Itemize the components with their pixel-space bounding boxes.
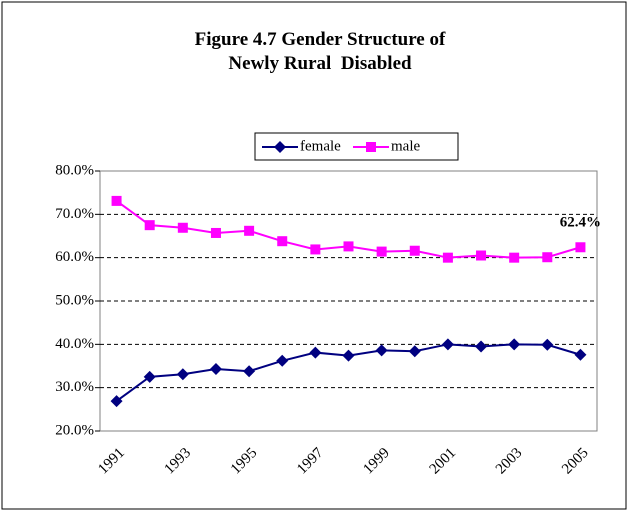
- marker: [508, 338, 521, 351]
- marker: [441, 338, 454, 351]
- y-tick-label: 40.0%: [55, 336, 94, 352]
- marker: [542, 252, 553, 263]
- marker: [509, 252, 520, 263]
- marker: [276, 354, 289, 367]
- y-tick-label: 20.0%: [55, 422, 94, 438]
- legend-label: male: [391, 138, 420, 154]
- marker: [144, 220, 155, 231]
- y-tick-label: 80.0%: [55, 162, 94, 178]
- marker: [575, 242, 586, 253]
- marker: [209, 363, 222, 376]
- marker: [243, 365, 256, 378]
- data-label: 62.4%: [560, 215, 601, 231]
- marker: [176, 368, 189, 381]
- marker: [376, 246, 387, 257]
- marker: [409, 245, 420, 256]
- y-tick-label: 60.0%: [55, 249, 94, 265]
- marker: [277, 236, 288, 247]
- marker: [111, 195, 122, 206]
- legend-marker: [274, 141, 286, 153]
- marker: [541, 338, 554, 351]
- y-tick-label: 50.0%: [55, 292, 94, 308]
- marker: [574, 348, 587, 361]
- y-tick-label: 30.0%: [55, 379, 94, 395]
- marker: [343, 241, 354, 252]
- legend-label: female: [300, 138, 341, 154]
- marker: [309, 346, 322, 359]
- marker: [310, 244, 321, 255]
- marker: [177, 222, 188, 233]
- marker: [210, 227, 221, 238]
- chart-title: Figure 4.7 Gender Structure of Newly Rur…: [194, 29, 451, 74]
- marker: [375, 344, 388, 357]
- marker: [244, 225, 255, 236]
- marker: [143, 370, 156, 383]
- marker: [476, 250, 487, 261]
- legend-marker: [366, 142, 376, 152]
- marker: [110, 395, 123, 408]
- marker: [408, 345, 421, 358]
- marker: [342, 349, 355, 362]
- marker: [475, 340, 488, 353]
- y-tick-label: 70.0%: [55, 206, 94, 222]
- marker: [442, 252, 453, 263]
